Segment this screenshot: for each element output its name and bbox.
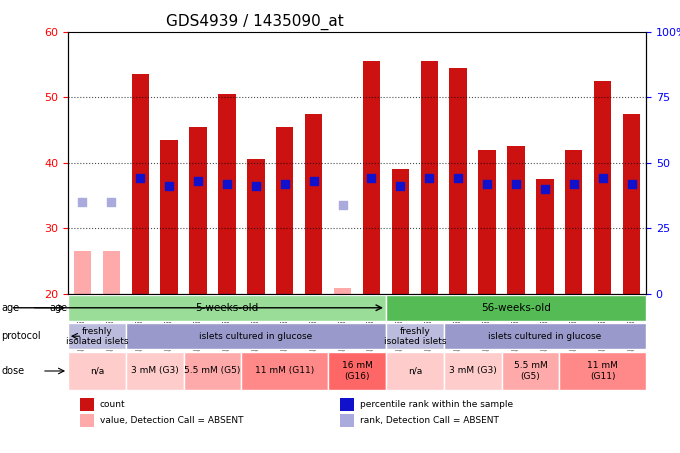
FancyBboxPatch shape [386,323,443,349]
Bar [363,61,380,294]
Text: 5.5 mM (G5): 5.5 mM (G5) [184,366,241,376]
Point [337,201,348,208]
Bar [565,149,583,294]
Point [539,185,550,193]
FancyBboxPatch shape [328,352,386,390]
Point [192,177,203,184]
Point [308,177,319,184]
Point [395,183,406,190]
FancyBboxPatch shape [386,295,646,321]
Text: islets cultured in glucose: islets cultured in glucose [488,332,602,341]
Point [597,175,608,182]
Bar [623,114,641,294]
Bar [80,398,94,411]
FancyBboxPatch shape [184,352,241,390]
Point [481,180,492,187]
Text: count: count [100,400,125,409]
Bar [340,398,354,411]
Bar [132,74,149,294]
FancyBboxPatch shape [443,352,502,390]
FancyBboxPatch shape [560,352,646,390]
FancyBboxPatch shape [241,352,328,390]
Point [424,175,435,182]
Point [164,183,175,190]
FancyBboxPatch shape [126,323,386,349]
FancyBboxPatch shape [443,323,646,349]
Text: freshly
isolated islets: freshly isolated islets [384,327,446,346]
Bar [160,140,178,294]
Bar [340,414,354,427]
Text: islets cultured in glucose: islets cultured in glucose [199,332,313,341]
Point [106,198,117,206]
FancyBboxPatch shape [126,352,184,390]
Point [250,183,261,190]
Text: 11 mM (G11): 11 mM (G11) [255,366,314,376]
Text: 3 mM (G3): 3 mM (G3) [131,366,179,376]
Text: n/a: n/a [90,366,104,376]
Text: freshly
isolated islets: freshly isolated islets [66,327,128,346]
Bar [594,81,611,294]
Bar [305,114,322,294]
Point [222,180,233,187]
Point [626,180,637,187]
Bar [392,169,409,294]
Text: value, Detection Call = ABSENT: value, Detection Call = ABSENT [100,416,243,425]
Point [77,198,88,206]
Text: GDS4939 / 1435090_at: GDS4939 / 1435090_at [166,14,344,30]
FancyBboxPatch shape [68,352,126,390]
FancyBboxPatch shape [68,323,126,349]
Text: n/a: n/a [408,366,422,376]
Text: 5.5 mM
(G5): 5.5 mM (G5) [513,361,547,381]
Text: age: age [50,303,68,313]
Bar [507,146,525,294]
Bar [537,179,554,294]
Bar [449,67,466,294]
Bar [479,149,496,294]
Bar [248,159,265,294]
Text: protocol: protocol [1,331,41,341]
Bar [189,127,207,294]
Text: percentile rank within the sample: percentile rank within the sample [360,400,513,409]
FancyBboxPatch shape [386,352,443,390]
Point [366,175,377,182]
Text: 11 mM
(G11): 11 mM (G11) [588,361,618,381]
Point [453,175,464,182]
FancyBboxPatch shape [68,295,386,321]
Text: dose: dose [1,366,24,376]
Text: 3 mM (G3): 3 mM (G3) [449,366,496,376]
Text: 5-weeks-old: 5-weeks-old [195,303,258,313]
Point [135,175,146,182]
Point [511,180,522,187]
Bar [103,251,120,294]
Bar [276,127,294,294]
Bar [420,61,438,294]
Text: 16 mM
(G16): 16 mM (G16) [341,361,373,381]
Point [279,180,290,187]
Point [568,180,579,187]
Bar [80,414,94,427]
Text: 56-weeks-old: 56-weeks-old [481,303,551,313]
Bar [73,251,91,294]
Text: age: age [1,303,20,313]
Text: rank, Detection Call = ABSENT: rank, Detection Call = ABSENT [360,416,498,425]
Bar [218,94,236,294]
Bar [334,288,351,294]
FancyBboxPatch shape [502,352,560,390]
